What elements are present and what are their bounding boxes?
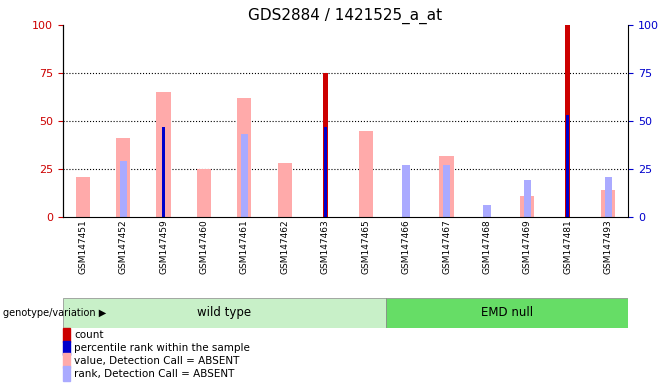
Text: GSM147481: GSM147481 xyxy=(563,219,572,274)
Bar xyxy=(605,177,612,217)
Bar xyxy=(483,205,491,217)
Bar xyxy=(63,298,386,328)
Bar xyxy=(440,156,453,217)
Bar xyxy=(76,177,89,217)
Bar xyxy=(359,131,372,217)
Bar xyxy=(157,92,170,217)
Text: GSM147452: GSM147452 xyxy=(118,219,128,274)
Text: percentile rank within the sample: percentile rank within the sample xyxy=(74,343,250,353)
Text: GSM147463: GSM147463 xyxy=(320,219,330,274)
Bar xyxy=(386,298,628,328)
Text: EMD null: EMD null xyxy=(481,306,533,319)
Text: genotype/variation ▶: genotype/variation ▶ xyxy=(3,308,107,318)
Bar xyxy=(197,169,211,217)
Bar xyxy=(443,165,450,217)
Bar xyxy=(63,341,70,355)
Bar xyxy=(601,190,615,217)
Text: GSM147466: GSM147466 xyxy=(401,219,411,274)
Bar xyxy=(241,134,248,217)
Bar xyxy=(63,353,70,368)
Text: GSM147460: GSM147460 xyxy=(199,219,209,274)
Text: GSM147469: GSM147469 xyxy=(523,219,532,274)
Text: GSM147459: GSM147459 xyxy=(159,219,168,274)
Text: GSM147461: GSM147461 xyxy=(240,219,249,274)
Title: GDS2884 / 1421525_a_at: GDS2884 / 1421525_a_at xyxy=(248,7,443,23)
Bar xyxy=(116,138,130,217)
Text: GSM147493: GSM147493 xyxy=(603,219,613,274)
Text: GSM147465: GSM147465 xyxy=(361,219,370,274)
Bar xyxy=(403,165,410,217)
Text: GSM147468: GSM147468 xyxy=(482,219,492,274)
Text: count: count xyxy=(74,330,103,340)
Bar xyxy=(520,196,534,217)
Text: GSM147451: GSM147451 xyxy=(78,219,88,274)
Bar xyxy=(63,328,70,342)
Bar xyxy=(566,115,569,217)
Text: rank, Detection Call = ABSENT: rank, Detection Call = ABSENT xyxy=(74,369,234,379)
Text: GSM147462: GSM147462 xyxy=(280,219,290,274)
Text: value, Detection Call = ABSENT: value, Detection Call = ABSENT xyxy=(74,356,240,366)
Bar xyxy=(63,366,70,381)
Text: GSM147467: GSM147467 xyxy=(442,219,451,274)
Bar xyxy=(323,73,328,217)
Bar xyxy=(238,98,251,217)
Text: wild type: wild type xyxy=(197,306,251,319)
Bar xyxy=(162,127,165,217)
Bar xyxy=(524,180,531,217)
Bar xyxy=(278,163,292,217)
Bar xyxy=(120,161,127,217)
Bar xyxy=(324,127,327,217)
Bar xyxy=(565,25,570,217)
